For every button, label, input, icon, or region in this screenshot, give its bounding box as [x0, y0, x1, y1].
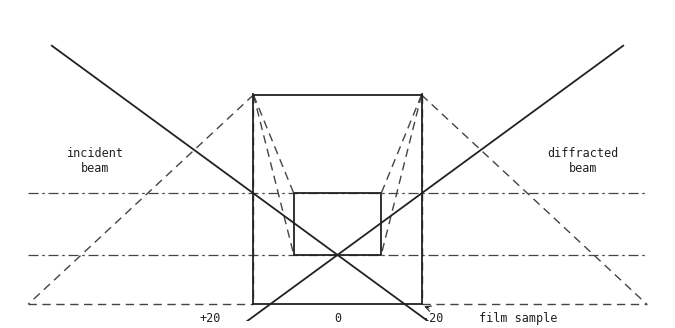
Text: diffracted
beam: diffracted beam: [547, 147, 618, 175]
Text: 0: 0: [334, 312, 341, 324]
Bar: [294, 194, 381, 255]
Text: incident
beam: incident beam: [67, 147, 124, 175]
Bar: [254, 95, 421, 304]
Text: film sample: film sample: [479, 312, 557, 324]
Text: -20: -20: [421, 312, 443, 324]
Text: +20: +20: [199, 312, 221, 324]
